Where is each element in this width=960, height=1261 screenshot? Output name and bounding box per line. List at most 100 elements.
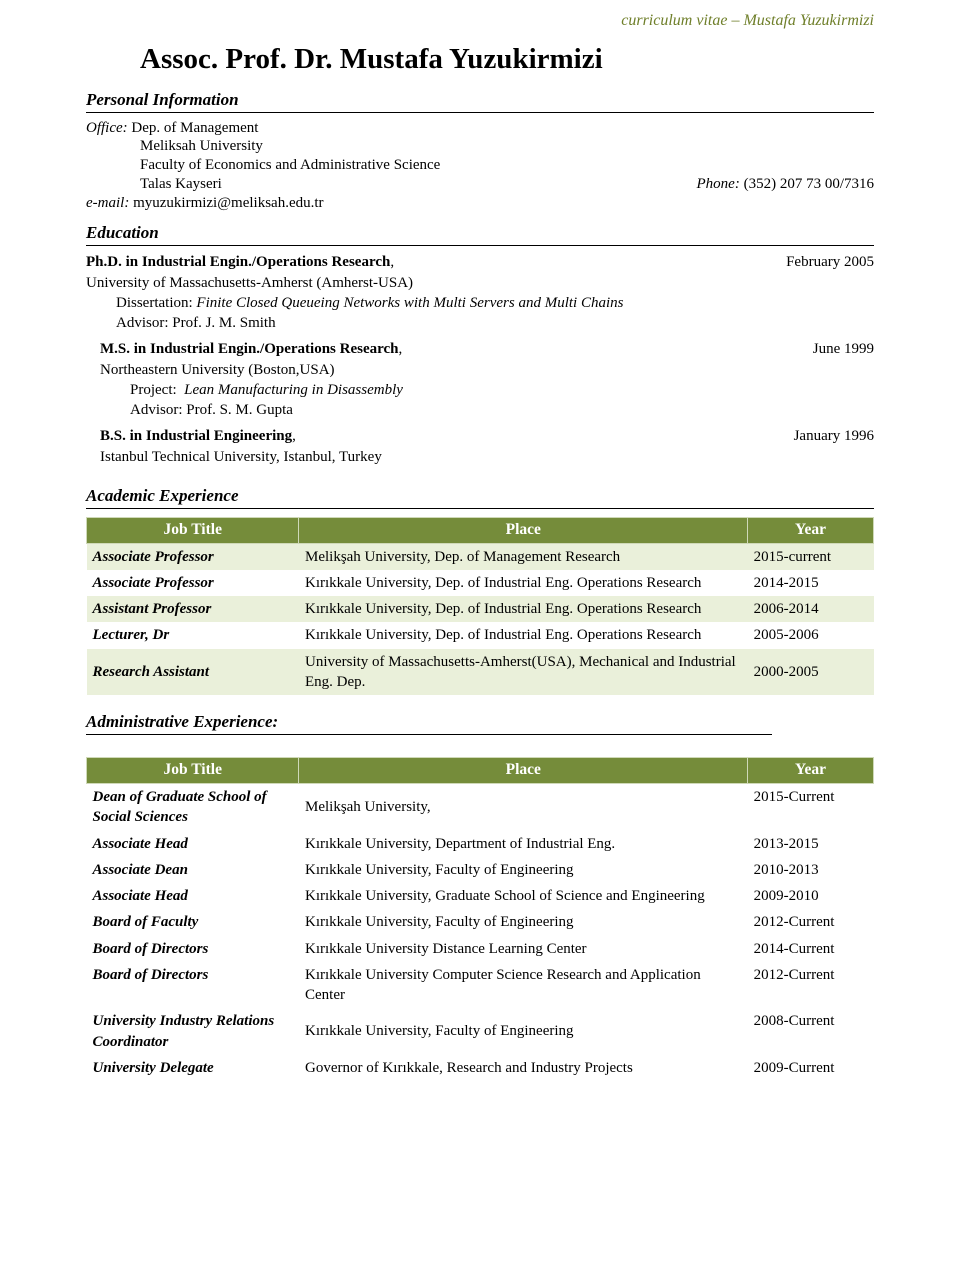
table-row: Associate Head Kırıkkale University, Dep… [87, 831, 874, 857]
cell-year: 2012-Current [748, 962, 874, 1009]
cell-year: 2005-2006 [748, 622, 874, 648]
ms-inst: Northeastern University (Boston,USA) [100, 360, 874, 380]
bs-degree: B.S. in Industrial Engineering [100, 428, 292, 444]
cell-place: Melikşah University, [299, 784, 748, 831]
table-row: Associate Professor Kırıkkale University… [87, 570, 874, 596]
cell-title: University Industry Relations Coordinato… [87, 1008, 299, 1055]
cell-year: 2015-current [748, 543, 874, 570]
table-row: Associate Dean Kırıkkale University, Fac… [87, 857, 874, 883]
cell-place: Kırıkkale University Distance Learning C… [299, 936, 748, 962]
office-label: Office: [86, 120, 128, 136]
cell-title: Associate Professor [87, 570, 299, 596]
section-academic: Academic Experience [86, 485, 874, 508]
ms-degree: M.S. in Industrial Engin./Operations Res… [100, 341, 399, 357]
table-row: Lecturer, Dr Kırıkkale University, Dep. … [87, 622, 874, 648]
cell-year: 2006-2014 [748, 596, 874, 622]
cell-title: University Delegate [87, 1055, 299, 1081]
th-year: Year [748, 758, 874, 784]
cell-title: Associate Head [87, 831, 299, 857]
th-title: Job Title [87, 758, 299, 784]
ms-advisor: Advisor: Prof. S. M. Gupta [130, 400, 874, 420]
phd-diss-label: Dissertation: [116, 295, 193, 311]
cell-year: 2009-Current [748, 1055, 874, 1081]
cell-year: 2014-2015 [748, 570, 874, 596]
cell-title: Lecturer, Dr [87, 622, 299, 648]
table-row: Board of Faculty Kırıkkale University, F… [87, 909, 874, 935]
cell-place: Kırıkkale University, Dep. of Industrial… [299, 570, 748, 596]
office-line-1: Dep. of Management [131, 120, 258, 136]
cell-place: Governor of Kırıkkale, Research and Indu… [299, 1055, 748, 1081]
cell-title: Assistant Professor [87, 596, 299, 622]
cell-year: 2014-Current [748, 936, 874, 962]
cell-place: Kırıkkale University, Department of Indu… [299, 831, 748, 857]
edu-bs: B.S. in Industrial Engineering, January … [100, 426, 874, 467]
phd-advisor: Advisor: Prof. J. M. Smith [116, 313, 874, 333]
running-header: curriculum vitae – Mustafa Yuzukirmizi [86, 10, 874, 32]
cell-year: 2013-2015 [748, 831, 874, 857]
cell-year: 2010-2013 [748, 857, 874, 883]
table-row: University Industry Relations Coordinato… [87, 1008, 874, 1055]
cell-title: Associate Head [87, 883, 299, 909]
table-row: Associate Head Kırıkkale University, Gra… [87, 883, 874, 909]
table-row: University Delegate Governor of Kırıkkal… [87, 1055, 874, 1081]
divider [86, 245, 874, 246]
phone-value: (352) 207 73 00/7316 [744, 176, 874, 192]
section-education: Education [86, 222, 874, 245]
cell-title: Associate Dean [87, 857, 299, 883]
bs-inst: Istanbul Technical University, Istanbul,… [100, 447, 874, 467]
table-row: Dean of Graduate School of Social Scienc… [87, 784, 874, 831]
cell-place: Kırıkkale University, Dep. of Industrial… [299, 596, 748, 622]
cell-place: University of Massachusetts-Amherst(USA)… [299, 649, 748, 696]
phone-label: Phone: [697, 176, 740, 192]
divider [86, 734, 772, 735]
cell-place: Kırıkkale University Computer Science Re… [299, 962, 748, 1009]
bs-date: January 1996 [794, 426, 874, 446]
page-title: Assoc. Prof. Dr. Mustafa Yuzukirmizi [140, 40, 874, 79]
cell-place: Kırıkkale University, Graduate School of… [299, 883, 748, 909]
ms-proj: Lean Manufacturing in Disassembly [184, 382, 403, 398]
table-row: Assistant Professor Kırıkkale University… [87, 596, 874, 622]
email-value: myuzukirmizi@meliksah.edu.tr [133, 195, 323, 211]
cell-place: Kırıkkale University, Faculty of Enginee… [299, 1008, 748, 1055]
table-row: Board of Directors Kırıkkale University … [87, 962, 874, 1009]
ms-proj-label: Project: [130, 382, 177, 398]
phd-inst: University of Massachusetts-Amherst (Amh… [86, 273, 874, 293]
cell-year: 2009-2010 [748, 883, 874, 909]
divider [86, 112, 874, 113]
cell-place: Kırıkkale University, Faculty of Enginee… [299, 909, 748, 935]
th-place: Place [299, 758, 748, 784]
page: curriculum vitae – Mustafa Yuzukirmizi A… [0, 0, 960, 1261]
edu-phd: Ph.D. in Industrial Engin./Operations Re… [86, 252, 874, 333]
th-title: Job Title [87, 517, 299, 543]
th-place: Place [299, 517, 748, 543]
admin-table: Job Title Place Year Dean of Graduate Sc… [86, 757, 874, 1081]
cell-title: Board of Faculty [87, 909, 299, 935]
edu-ms: M.S. in Industrial Engin./Operations Res… [100, 339, 874, 420]
office-line-4: Talas Kayseri [140, 175, 222, 194]
cell-title: Dean of Graduate School of Social Scienc… [87, 784, 299, 831]
cell-title: Board of Directors [87, 962, 299, 1009]
phd-date: February 2005 [786, 252, 874, 272]
section-admin: Administrative Experience: [86, 711, 874, 734]
th-year: Year [748, 517, 874, 543]
table-row: Research Assistant University of Massach… [87, 649, 874, 696]
divider [86, 508, 874, 509]
academic-table: Job Title Place Year Associate Professor… [86, 517, 874, 695]
cell-place: Melikşah University, Dep. of Management … [299, 543, 748, 570]
cell-year: 2008-Current [748, 1008, 874, 1055]
ms-date: June 1999 [813, 339, 874, 359]
cell-place: Kırıkkale University, Dep. of Industrial… [299, 622, 748, 648]
personal-block: Office: Dep. of Management Meliksah Univ… [86, 119, 874, 213]
cell-year: 2000-2005 [748, 649, 874, 696]
office-line-2: Meliksah University [140, 137, 874, 156]
cell-place: Kırıkkale University, Faculty of Enginee… [299, 857, 748, 883]
phd-degree: Ph.D. in Industrial Engin./Operations Re… [86, 254, 390, 270]
phd-diss: Finite Closed Queueing Networks with Mul… [196, 295, 623, 311]
cell-year: 2015-Current [748, 784, 874, 831]
office-line-3: Faculty of Economics and Administrative … [140, 156, 874, 175]
cell-title: Research Assistant [87, 649, 299, 696]
section-personal: Personal Information [86, 89, 874, 112]
table-row: Associate Professor Melikşah University,… [87, 543, 874, 570]
cell-year: 2012-Current [748, 909, 874, 935]
cell-title: Board of Directors [87, 936, 299, 962]
